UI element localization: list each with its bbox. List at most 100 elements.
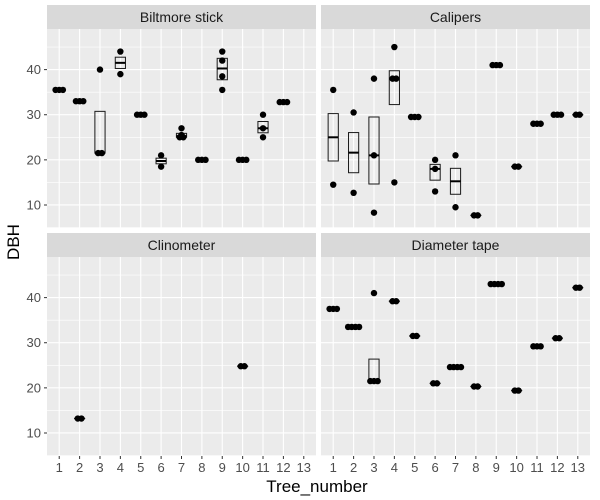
data-point bbox=[259, 134, 267, 141]
y-tick-label: 40 bbox=[27, 62, 41, 77]
x-tick-label: 10 bbox=[235, 460, 249, 475]
data-point bbox=[283, 98, 291, 106]
x-tick-label: 12 bbox=[550, 460, 564, 475]
y-tick-label: 20 bbox=[27, 152, 41, 167]
x-tick-label: 5 bbox=[411, 460, 418, 475]
data-point bbox=[391, 179, 398, 186]
data-point bbox=[576, 111, 583, 118]
data-point bbox=[178, 125, 185, 132]
box bbox=[388, 70, 400, 106]
facet-strip bbox=[47, 5, 316, 29]
data-point bbox=[370, 289, 378, 297]
data-point bbox=[241, 363, 248, 370]
facet-title: Clinometer bbox=[148, 237, 216, 253]
facet-title: Biltmore stick bbox=[140, 9, 224, 25]
facet-strip bbox=[321, 5, 590, 29]
x-tick-label: 13 bbox=[297, 460, 311, 475]
data-point bbox=[243, 156, 250, 164]
x-tick-label: 4 bbox=[391, 460, 398, 475]
x-tick-label: 11 bbox=[256, 460, 270, 475]
facet-title: Diameter tape bbox=[412, 237, 500, 253]
data-point bbox=[474, 212, 481, 219]
data-point bbox=[80, 97, 87, 105]
data-point bbox=[59, 86, 67, 94]
data-point bbox=[474, 383, 481, 390]
x-tick-label: 10 bbox=[509, 460, 523, 475]
facet-strip bbox=[47, 233, 316, 257]
data-point bbox=[259, 111, 267, 118]
data-point bbox=[431, 188, 439, 195]
data-point bbox=[350, 189, 357, 197]
data-point bbox=[370, 209, 378, 216]
x-tick-label: 3 bbox=[370, 460, 377, 475]
box bbox=[368, 116, 380, 185]
facet-panel: Calipers bbox=[321, 5, 590, 228]
box bbox=[429, 163, 441, 181]
data-point bbox=[219, 73, 226, 80]
data-point bbox=[259, 125, 267, 132]
data-point bbox=[96, 66, 104, 73]
y-tick-label: 20 bbox=[27, 380, 41, 395]
data-point bbox=[350, 109, 357, 116]
data-point bbox=[431, 165, 439, 173]
data-point bbox=[557, 111, 565, 118]
data-point bbox=[117, 70, 124, 78]
data-point bbox=[355, 323, 363, 331]
y-tick-label: 10 bbox=[27, 425, 41, 440]
data-point bbox=[330, 181, 337, 188]
data-point bbox=[219, 57, 226, 64]
facet-title: Calipers bbox=[430, 9, 481, 25]
y-tick-label: 10 bbox=[27, 197, 41, 212]
data-point bbox=[576, 284, 583, 291]
x-tick-label: 9 bbox=[219, 460, 226, 475]
x-tick-label: 8 bbox=[472, 460, 479, 475]
data-point bbox=[98, 149, 106, 157]
y-tick-label: 30 bbox=[27, 107, 41, 122]
data-point bbox=[117, 48, 124, 55]
data-point bbox=[515, 387, 522, 394]
data-point bbox=[219, 86, 226, 94]
data-point bbox=[374, 377, 381, 385]
facet-panel: Biltmore stick 10 20 30 40 bbox=[27, 5, 316, 228]
data-point bbox=[180, 134, 187, 141]
data-point bbox=[415, 113, 422, 121]
data-point bbox=[413, 332, 420, 340]
data-point bbox=[392, 298, 400, 305]
data-point bbox=[496, 61, 504, 69]
y-tick-label: 40 bbox=[27, 290, 41, 305]
x-tick-label: 2 bbox=[350, 460, 357, 475]
data-point bbox=[219, 48, 226, 55]
data-point bbox=[141, 111, 148, 118]
data-point bbox=[370, 152, 378, 159]
data-point bbox=[433, 380, 441, 387]
x-tick-label: 11 bbox=[530, 460, 544, 475]
data-point bbox=[202, 156, 209, 164]
x-tick-label: 1 bbox=[56, 460, 63, 475]
x-tick-label: 13 bbox=[571, 460, 585, 475]
data-point bbox=[370, 75, 378, 82]
data-point bbox=[452, 204, 459, 211]
data-point bbox=[498, 280, 505, 288]
data-point bbox=[392, 75, 400, 82]
x-tick-label: 8 bbox=[198, 460, 205, 475]
x-tick-label: 4 bbox=[117, 460, 124, 475]
x-axis-title: Tree_number bbox=[266, 477, 368, 496]
data-point bbox=[537, 120, 544, 127]
x-tick-label: 6 bbox=[432, 460, 439, 475]
data-point bbox=[537, 343, 544, 350]
y-axis-title: DBH bbox=[4, 224, 23, 260]
x-tick-label: 2 bbox=[76, 460, 83, 475]
data-point bbox=[391, 43, 398, 51]
data-point bbox=[330, 86, 337, 94]
data-point bbox=[157, 152, 165, 159]
box bbox=[257, 121, 269, 134]
data-point bbox=[556, 335, 563, 342]
x-tick-label: 7 bbox=[178, 460, 185, 475]
data-point bbox=[515, 163, 522, 170]
y-tick-label: 30 bbox=[27, 335, 41, 350]
data-point bbox=[157, 163, 165, 170]
data-point bbox=[333, 305, 341, 313]
